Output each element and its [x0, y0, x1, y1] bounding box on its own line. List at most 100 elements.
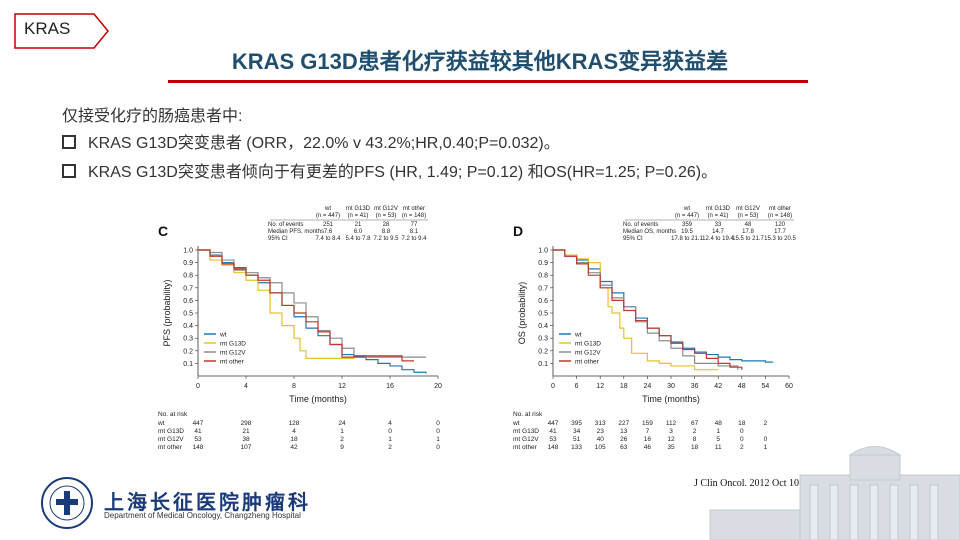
group-median: 8.1 — [410, 229, 419, 235]
risk-row-label: mt G13D — [513, 428, 539, 435]
group-header-name: wt — [324, 206, 331, 212]
risk-row-label: wt — [512, 420, 520, 427]
group-header-n: (n = 447) — [316, 213, 340, 219]
y-tick-label: 0.2 — [183, 348, 193, 355]
legend-label: mt other — [220, 359, 245, 366]
risk-value: 4 — [292, 428, 296, 435]
y-tick-label: 0.1 — [538, 361, 548, 368]
risk-value: 0 — [436, 428, 440, 435]
risk-row-label: mt G12V — [513, 436, 539, 443]
title-underline — [168, 80, 808, 83]
x-tick-label: 4 — [244, 383, 248, 390]
legend-label: mt other — [575, 359, 600, 366]
legend-label: wt — [219, 332, 227, 339]
risk-value: 35 — [667, 444, 675, 451]
group-events: 77 — [411, 222, 418, 228]
risk-value: 46 — [644, 444, 652, 451]
risk-value: 2 — [740, 444, 744, 451]
x-tick-label: 24 — [644, 383, 652, 390]
x-tick-label: 12 — [338, 383, 346, 390]
risk-value: 5 — [716, 436, 720, 443]
risk-value: 447 — [193, 420, 204, 427]
bullet-item-2: KRAS G13D突变患者倾向于有更差的PFS (HR, 1.49; P=0.1… — [62, 158, 717, 182]
building-illustration — [709, 446, 960, 540]
x-tick-label: 20 — [434, 383, 442, 390]
group-header-name: mt other — [403, 206, 425, 212]
y-tick-label: 0.5 — [183, 311, 193, 318]
table-row-label: Median PFS, months — [268, 229, 324, 235]
group-ci: 5.4 to 7.8 — [345, 236, 371, 242]
risk-value: 51 — [573, 436, 581, 443]
km-curve-mt-g13d — [198, 249, 354, 359]
risk-value: 48 — [715, 420, 723, 427]
risk-value: 26 — [620, 436, 628, 443]
bullet-text: KRAS G13D突变患者倾向于有更差的PFS (HR, 1.49; P=0.1… — [88, 164, 718, 181]
risk-value: 63 — [620, 444, 628, 451]
risk-value: 1 — [340, 428, 344, 435]
group-events: 251 — [323, 222, 334, 228]
risk-value: 313 — [595, 420, 606, 427]
risk-value: 227 — [618, 420, 629, 427]
x-tick-label: 0 — [551, 383, 555, 390]
group-events: 28 — [383, 222, 390, 228]
hospital-logo-icon — [41, 477, 93, 529]
risk-row-label: wt — [157, 420, 165, 427]
y-tick-label: 0.1 — [183, 361, 193, 368]
group-events: 33 — [715, 222, 722, 228]
group-events: 48 — [745, 222, 752, 228]
y-tick-label: 0.5 — [538, 311, 548, 318]
table-row-label: Median OS, months — [623, 229, 676, 235]
km-curve-mt-other — [553, 249, 743, 370]
risk-value: 12 — [667, 436, 675, 443]
risk-value: 16 — [644, 436, 652, 443]
y-tick-label: 0.6 — [183, 298, 193, 305]
group-header-name: wt — [683, 206, 690, 212]
risk-value: 67 — [691, 420, 699, 427]
x-tick-label: 36 — [691, 383, 699, 390]
risk-value: 3 — [669, 428, 673, 435]
square-bullet-icon — [62, 164, 76, 178]
bullet-text: KRAS G13D突变患者 (ORR，22.0% v 43.2%;HR,0.40… — [88, 135, 560, 152]
risk-row-label: mt other — [158, 444, 183, 451]
y-tick-label: 0.2 — [538, 348, 548, 355]
panel-letter: C — [158, 223, 168, 239]
risk-value: 0 — [436, 444, 440, 451]
risk-value: 0 — [740, 436, 744, 443]
bullet-item-1: KRAS G13D突变患者 (ORR，22.0% v 43.2%;HR,0.40… — [62, 129, 560, 153]
group-ci: 7.4 to 8.4 — [315, 236, 341, 242]
risk-value: 128 — [289, 420, 300, 427]
risk-value: 1 — [388, 436, 392, 443]
group-events: 120 — [775, 222, 786, 228]
risk-value: 2 — [388, 444, 392, 451]
risk-value: 40 — [597, 436, 605, 443]
group-ci: 15.5 to 21.7 — [732, 236, 764, 242]
x-tick-label: 6 — [575, 383, 579, 390]
intro-text: 仅接受化疗的肠癌患者中: — [62, 108, 243, 125]
risk-value: 159 — [642, 420, 653, 427]
km-curve-mt-other — [198, 249, 414, 362]
legend-label: mt G12V — [575, 350, 601, 357]
table-row-label: No. of events — [623, 222, 658, 228]
square-bullet-icon — [62, 135, 76, 149]
group-header-n: (n = 53) — [738, 213, 759, 219]
legend-label: mt G13D — [220, 341, 246, 348]
risk-value: 447 — [548, 420, 559, 427]
x-tick-label: 54 — [762, 383, 770, 390]
risk-value: 148 — [193, 444, 204, 451]
x-tick-label: 30 — [667, 383, 675, 390]
group-header-n: (n = 41) — [708, 213, 729, 219]
legend-label: mt G13D — [575, 341, 601, 348]
group-header-n: (n = 447) — [675, 213, 699, 219]
x-tick-label: 8 — [292, 383, 296, 390]
km-curve-mt-g12v — [198, 249, 426, 358]
group-header-name: mt G13D — [706, 206, 731, 212]
x-tick-label: 60 — [785, 383, 793, 390]
group-header-n: (n = 53) — [376, 213, 397, 219]
hospital-name: 上海长征医院肿瘤科 — [104, 492, 311, 514]
risk-value: 0 — [388, 428, 392, 435]
y-tick-label: 0.6 — [538, 298, 548, 305]
risk-value: 133 — [571, 444, 582, 451]
risk-value: 53 — [194, 436, 202, 443]
